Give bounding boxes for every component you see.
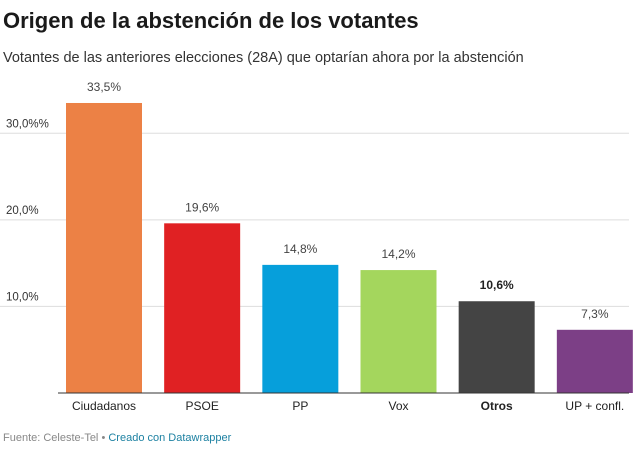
data-label: 14,8% bbox=[283, 242, 317, 256]
bar-otros bbox=[458, 301, 535, 393]
footer-separator: • bbox=[98, 432, 109, 444]
x-tick-label: Vox bbox=[388, 399, 408, 413]
data-label: 10,6% bbox=[480, 278, 514, 292]
chart-title: Origen de la abstención de los votantes bbox=[3, 8, 419, 33]
chart-footer: Fuente: Celeste-Tel • Creado con Datawra… bbox=[3, 432, 231, 444]
bar-pp bbox=[262, 264, 339, 393]
data-label: 19,6% bbox=[185, 200, 219, 214]
data-label: 7,3% bbox=[581, 307, 609, 321]
bar-up-confl- bbox=[556, 329, 633, 393]
x-axis-labels: Ciudadanos PSOE PP Vox Otros UP + confl. bbox=[72, 399, 624, 413]
bar-psoe bbox=[164, 223, 241, 393]
chart-subtitle: Votantes de las anteriores elecciones (2… bbox=[3, 50, 524, 66]
bars bbox=[66, 102, 633, 393]
x-tick-label: Ciudadanos bbox=[72, 399, 136, 413]
bar-vox bbox=[360, 270, 437, 393]
source-note: Fuente: Celeste-Tel bbox=[3, 432, 99, 444]
y-tick-label: 10,0% bbox=[6, 291, 39, 303]
x-tick-label: PSOE bbox=[185, 399, 218, 413]
datawrapper-credit-link[interactable]: Creado con Datawrapper bbox=[108, 432, 232, 444]
bar-ciudadanos bbox=[66, 102, 142, 393]
x-tick-label: UP + confl. bbox=[565, 399, 624, 413]
data-label: 33,5% bbox=[87, 80, 121, 94]
x-tick-label: PP bbox=[292, 399, 308, 413]
value-labels: 33,5% 19,6% 14,8% 14,2% 10,6% 7,3% bbox=[87, 80, 609, 321]
x-tick-label: Otros bbox=[481, 399, 513, 413]
y-tick-label: 20,0% bbox=[6, 205, 39, 217]
y-tick-label: 30,0%% bbox=[6, 118, 49, 130]
data-label: 14,2% bbox=[381, 247, 415, 261]
